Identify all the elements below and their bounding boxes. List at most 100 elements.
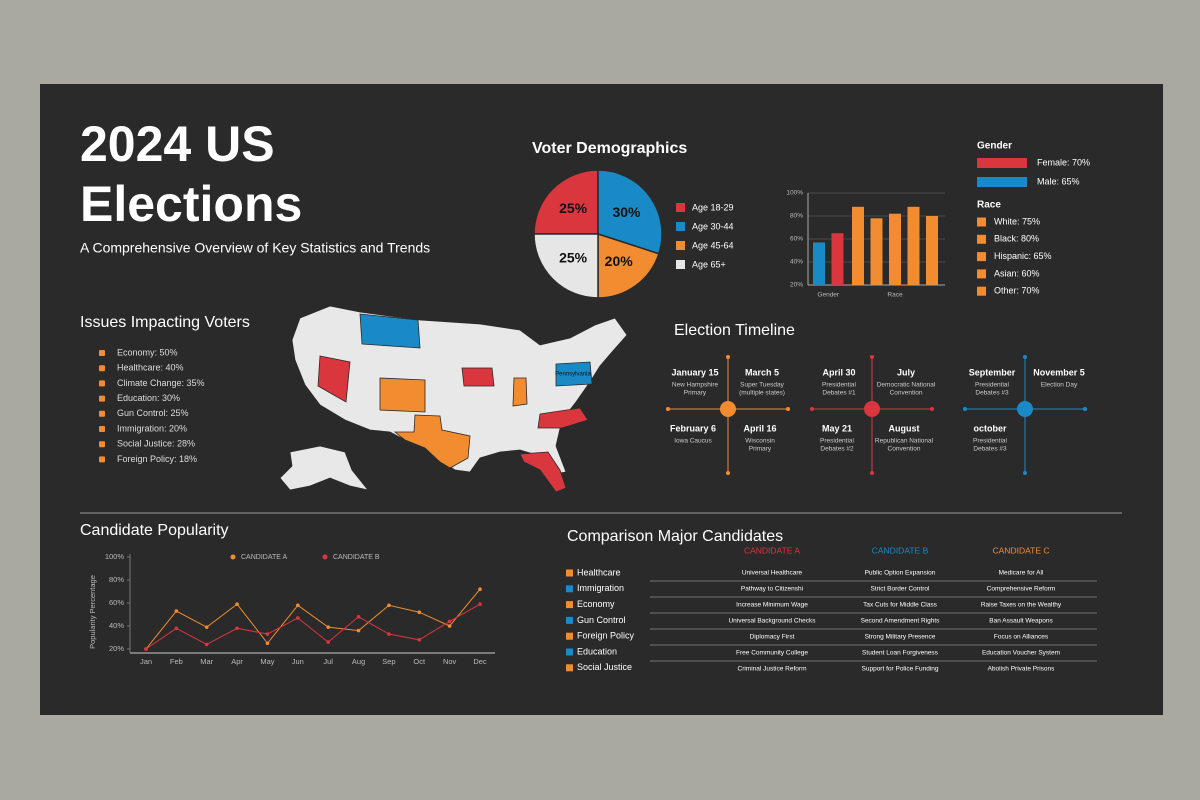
x-tick-label: Aug	[352, 657, 365, 666]
x-tick-label: Jan	[140, 657, 152, 666]
issue-item: Education: 30%	[117, 393, 180, 403]
issue-swatch	[566, 632, 573, 640]
y-tick-label: 100%	[786, 190, 803, 197]
candidate-position: Abolish Private Prisons	[988, 666, 1056, 673]
x-tick-label: Nov	[443, 657, 457, 666]
event-description: Debates #3	[975, 390, 1009, 397]
series-point	[326, 640, 330, 644]
event-date: November 5	[1033, 367, 1085, 377]
legend-swatch	[676, 241, 685, 250]
candidate-position: Support for Police Funding	[862, 666, 939, 673]
map-state	[393, 414, 471, 469]
timeline-hub	[864, 401, 880, 417]
timeline-title: Election Timeline	[674, 322, 795, 339]
x-tick-label: Apr	[231, 657, 243, 666]
issue-icon	[99, 350, 105, 356]
title-line: Elections	[80, 176, 302, 232]
series-point	[447, 619, 452, 624]
bar	[813, 242, 825, 285]
legend-swatch	[977, 252, 986, 262]
legend-label: Age 65+	[692, 259, 726, 269]
event-description: Presidential	[973, 438, 1008, 445]
event-description: Debates #2	[820, 446, 854, 453]
pie-slice	[597, 169, 663, 255]
issue-swatch	[566, 569, 573, 577]
legend-label: Female: 70%	[1037, 157, 1090, 167]
event-description: Democratic National	[877, 382, 936, 389]
issue-item: Healthcare: 40%	[117, 363, 184, 373]
timeline-end	[666, 407, 670, 411]
timeline-end	[1023, 471, 1027, 475]
x-tick-label: Mar	[200, 657, 213, 666]
timeline-end	[930, 407, 934, 411]
bar	[889, 213, 901, 285]
y-axis-label: Popularity Percentage	[88, 575, 97, 649]
series-point	[235, 602, 239, 606]
y-tick-label: 40%	[790, 259, 803, 266]
issue-item: Foreign Policy: 18%	[117, 454, 197, 464]
comparison-issue: Foreign Policy	[577, 631, 635, 641]
issue-icon	[99, 410, 105, 417]
event-description: Primary	[749, 446, 772, 453]
legend-label: Male: 65%	[1037, 176, 1080, 186]
candidate-position: Raise Taxes on the Wealthy	[981, 602, 1062, 609]
map-state	[461, 367, 495, 387]
bar	[852, 206, 864, 285]
x-tick-label: Oct	[413, 657, 426, 666]
series-point	[265, 632, 270, 636]
timeline-end	[810, 407, 814, 411]
event-description: Super Tuesday	[740, 382, 784, 389]
series-point	[296, 616, 300, 620]
event-date: September	[969, 367, 1016, 377]
event-date: March 5	[745, 367, 779, 377]
series-point	[174, 609, 179, 613]
map-state	[359, 313, 421, 349]
x-tick-label: Feb	[170, 657, 183, 666]
legend-swatch	[322, 554, 328, 560]
legend-label: White: 75%	[994, 216, 1040, 226]
bar	[831, 233, 844, 285]
series-line	[145, 588, 481, 650]
event-description: Presidential	[975, 382, 1010, 389]
timeline-end	[963, 407, 967, 411]
legend-label: CANDIDATE B	[333, 554, 380, 561]
candidate-position: Second Amendment Rights	[861, 618, 941, 625]
timeline-end	[1083, 407, 1087, 411]
issue-icon	[99, 426, 105, 432]
map-state	[379, 377, 426, 413]
comparison-issue: Economy	[577, 599, 615, 609]
candidate-position: Strict Border Control	[871, 586, 930, 593]
legend-label: Hispanic: 65%	[994, 251, 1052, 261]
event-date: April 30	[822, 367, 855, 377]
candidate-position: Diplomacy First	[750, 634, 795, 641]
y-tick-label: 60%	[790, 236, 803, 243]
candidate-position: Education Voucher System	[982, 650, 1060, 657]
candidate-position: Pathway to Citizenshi	[741, 586, 803, 593]
event-description: Convention	[888, 446, 921, 453]
series-point	[387, 632, 391, 636]
candidate-position: Comprehensive Reform	[987, 586, 1056, 593]
issue-icon	[99, 441, 105, 448]
map-state	[537, 407, 589, 429]
candidate-position: Public Option Expansion	[865, 570, 936, 577]
event-date: May 21	[822, 423, 852, 433]
x-tick-label: Sep	[382, 657, 395, 666]
series-point	[478, 602, 482, 606]
comparison-issue: Gun Control	[577, 615, 626, 625]
legend-swatch	[977, 234, 986, 244]
comparison-issue: Immigration	[577, 583, 624, 593]
event-date: october	[973, 423, 1007, 433]
event-date: February 6	[670, 423, 716, 433]
event-description: Iowa Caucus	[674, 438, 712, 445]
legend-label: Age 30-44	[692, 221, 734, 231]
issue-icon	[99, 456, 105, 463]
timeline-hub	[720, 401, 736, 417]
issues-title: Issues Impacting Voters	[80, 314, 250, 331]
legend-swatch	[977, 269, 986, 279]
pie-value-label: 25%	[559, 200, 588, 216]
y-tick-label: 80%	[790, 213, 803, 220]
map-state	[317, 355, 351, 403]
issue-swatch	[566, 664, 573, 672]
legend-label: Age 45-64	[692, 240, 734, 250]
